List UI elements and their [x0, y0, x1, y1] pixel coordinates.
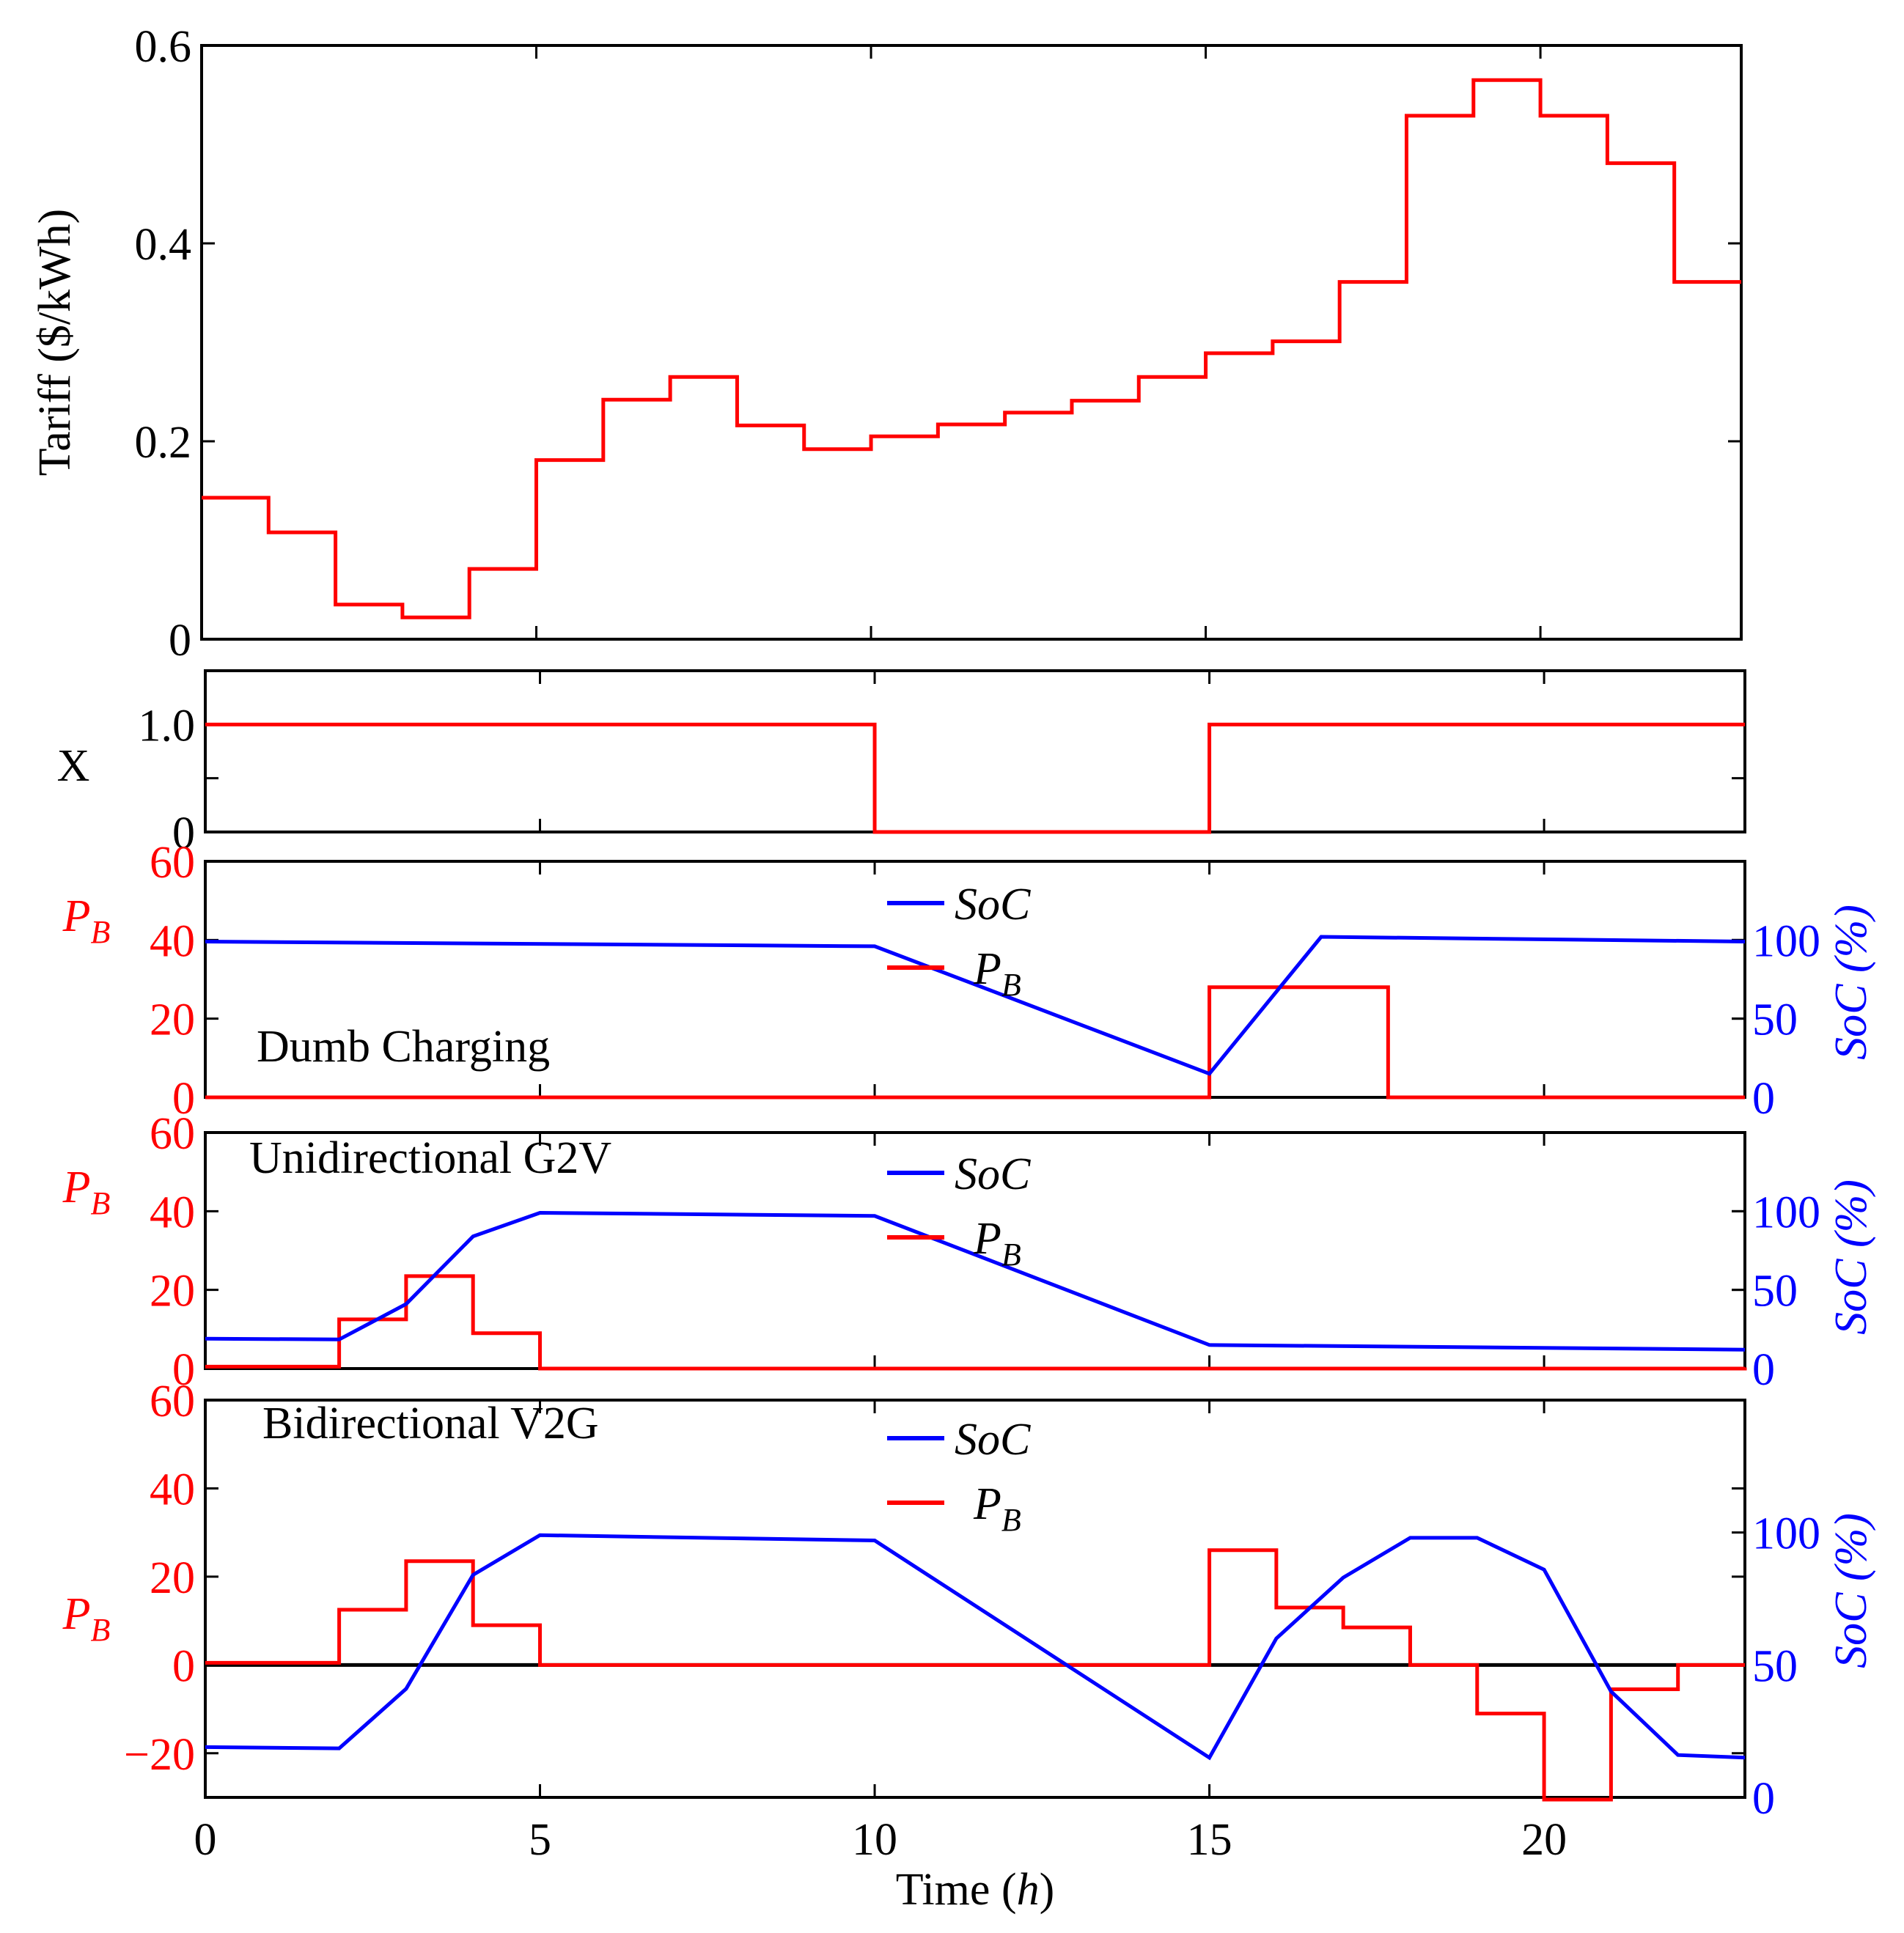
y-tick-label-x-status-0: 0 [172, 809, 195, 858]
plot-area-v2g [204, 1399, 1746, 1799]
legend-label-pb-g2v: PB [973, 1214, 1021, 1273]
y-axis-title-sub: B [90, 1612, 110, 1648]
y2-axis-title-dumb: SoC (%) [1826, 905, 1876, 1060]
y-tick-label-tariff-3: 0.6 [135, 22, 192, 72]
y-tick-label-g2v-0: 0 [172, 1345, 195, 1395]
y-axis-title-main: P [62, 1589, 91, 1639]
y2-tick-label-v2g-0: 0 [1752, 1774, 1775, 1824]
legend-label-pb-main: P [973, 1479, 1001, 1529]
y-tick-label-g2v-2: 40 [150, 1188, 195, 1237]
y-tick-label-tariff-2: 0.4 [135, 220, 192, 270]
y-tick-label-tariff-0: 0 [169, 616, 191, 666]
legend-label-soc-v2g: SoC [955, 1415, 1031, 1465]
y2-tick-label-g2v-0: 0 [1752, 1345, 1775, 1395]
y-axis-title-main: P [62, 1163, 91, 1212]
panel-tariff: 0 0.2 0.4 0.6 Tariff ($/kWh) [30, 22, 1743, 666]
y2-axis-title-v2g: SoC (%) [1826, 1513, 1876, 1668]
legend-label-pb-sub: B [1001, 1502, 1021, 1538]
y2-tick-label-v2g-2: 100 [1752, 1509, 1820, 1559]
series-v2g-soc [205, 1533, 1746, 1761]
y-axis-title-x-status: X [57, 741, 90, 791]
y-tick-label-x-status-2: 1.0 [139, 701, 196, 751]
y-tick-label-v2g-0: −20 [124, 1730, 195, 1780]
y-tick-label-g2v-1: 20 [150, 1267, 195, 1317]
x-tick-label-2: 10 [852, 1815, 897, 1865]
y-axis-title-g2v: PB [62, 1163, 111, 1221]
x-axis-title-variable: h [1017, 1865, 1040, 1915]
series-x-status-x [205, 722, 1745, 834]
annotation-g2v: Unidirectional G2V [249, 1133, 611, 1183]
y-axis-title-tariff: Tariff ($/kWh) [30, 209, 80, 476]
series-g2v-pb [205, 1274, 1747, 1371]
legend-label-pb-dumb: PB [973, 944, 1021, 1003]
legend-label-pb-v2g: PB [973, 1479, 1021, 1538]
y-axis-title-v2g: PB [62, 1589, 111, 1648]
legend-label-soc-dumb: SoC [955, 880, 1031, 929]
y-axis-title-dumb: PB [62, 891, 111, 950]
legend-label-soc-g2v: SoC [955, 1149, 1031, 1199]
series-dumb-soc [205, 935, 1746, 1076]
panel-x-status: 0 1.0 X [57, 669, 1746, 858]
annotation-dumb: Dumb Charging [257, 1022, 550, 1072]
x-tick-label-4: 20 [1521, 1815, 1567, 1865]
y2-tick-label-dumb-0: 0 [1752, 1074, 1775, 1124]
y-tick-label-g2v-3: 60 [150, 1109, 195, 1159]
y2-tick-label-g2v-2: 100 [1752, 1188, 1820, 1237]
y-tick-label-dumb-3: 60 [150, 838, 195, 888]
series-g2v-soc [205, 1210, 1746, 1352]
y2-tick-label-v2g-1: 50 [1752, 1641, 1798, 1691]
x-axis-title: Time (h) [896, 1865, 1054, 1915]
y-tick-label-dumb-2: 40 [150, 916, 195, 966]
legend-label-pb-sub: B [1001, 967, 1021, 1003]
x-tick-label-0: 0 [194, 1815, 217, 1865]
y-tick-label-dumb-0: 0 [172, 1074, 195, 1124]
y-axis-title-sub: B [90, 1185, 110, 1221]
y-axis-title-main: P [62, 891, 91, 941]
y-axis-title-sub: B [90, 914, 110, 950]
y2-tick-label-dumb-1: 50 [1752, 995, 1798, 1045]
annotation-v2g: Bidirectional V2G [262, 1399, 599, 1448]
y-tick-label-v2g-3: 40 [150, 1465, 195, 1514]
y-tick-label-dumb-1: 20 [150, 995, 195, 1045]
y-tick-label-v2g-4: 60 [150, 1377, 195, 1426]
y2-tick-label-g2v-1: 50 [1752, 1267, 1798, 1317]
series-dumb-pb [205, 985, 1745, 1100]
legend-label-pb-main: P [973, 944, 1001, 994]
y2-tick-label-dumb-2: 100 [1752, 916, 1820, 966]
x-axis-title-main: Time ( [896, 1865, 1017, 1915]
plot-area-tariff [200, 44, 1743, 641]
x-axis-title-close: ) [1040, 1865, 1055, 1915]
y-tick-label-tariff-1: 0.2 [135, 418, 192, 468]
x-tick-label-3: 15 [1187, 1815, 1232, 1865]
legend-label-pb-main: P [973, 1214, 1001, 1264]
series-tariff-tariff [202, 78, 1741, 619]
y2-axis-title-g2v: SoC (%) [1826, 1179, 1876, 1335]
x-tick-label-1: 5 [529, 1815, 551, 1865]
y-tick-label-v2g-2: 20 [150, 1553, 195, 1603]
y-tick-label-v2g-1: 0 [172, 1641, 195, 1691]
legend-label-pb-sub: B [1001, 1237, 1021, 1273]
